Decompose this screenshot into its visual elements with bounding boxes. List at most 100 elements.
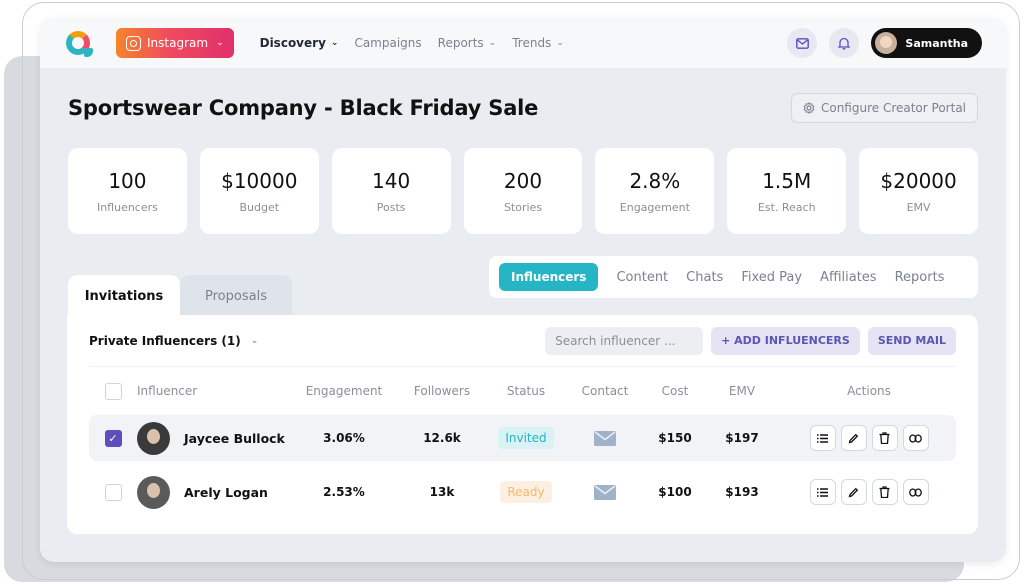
subnav-fixed-pay[interactable]: Fixed Pay	[741, 269, 803, 285]
influencer-name[interactable]: Arely Logan	[184, 484, 268, 500]
delete-button[interactable]	[871, 425, 898, 451]
influencer-table: Influencer Engagement Followers Status C…	[89, 367, 956, 515]
nav-link-label: Reports	[437, 36, 484, 50]
header-emv: EMV	[728, 384, 756, 398]
page-title: Sportswear Company - Black Friday Sale	[68, 96, 539, 120]
private-influencers-dropdown[interactable]: Private Influencers (1) ⌄	[89, 334, 258, 348]
influencers-panel: Private Influencers (1) ⌄ + ADD INFLUENC…	[67, 315, 978, 534]
subnav-reports[interactable]: Reports	[894, 269, 945, 285]
delete-button[interactable]	[871, 479, 898, 505]
logo-icon[interactable]	[64, 28, 94, 58]
user-name: Samantha	[905, 36, 968, 50]
platform-selector[interactable]: Instagram ⌄	[116, 28, 234, 58]
tabs-row: Invitations Proposals Influencers Conten…	[40, 234, 1006, 317]
chevron-down-icon: ⌄	[556, 38, 564, 48]
row-checkbox[interactable]	[104, 483, 122, 501]
mail-button[interactable]	[787, 28, 818, 58]
select-all-checkbox[interactable]	[104, 382, 122, 400]
chevron-down-icon: ⌄	[216, 38, 224, 48]
envelope-icon[interactable]	[594, 484, 616, 500]
stat-value: $10000	[221, 168, 298, 193]
actions-cell	[782, 479, 956, 505]
influencer-name[interactable]: Jaycee Bullock	[184, 430, 285, 446]
pencil-icon	[848, 487, 859, 497]
list-button[interactable]	[809, 425, 836, 451]
platform-label: Instagram	[147, 36, 209, 50]
instagram-icon	[126, 35, 141, 51]
influencer-cell: Jaycee Bullock	[137, 421, 294, 455]
stat-value: $20000	[880, 168, 957, 193]
pencil-icon	[848, 433, 859, 443]
engagement-cell: 3.06%	[323, 431, 365, 445]
avatar	[137, 475, 170, 509]
emv-cell: $193	[725, 485, 759, 499]
table-row[interactable]: ✓ Jaycee Bullock 3.06% 12.6k Invited $15…	[89, 415, 956, 461]
stat-card-stories: 200 Stories	[463, 148, 583, 234]
status-cell: Ready	[490, 481, 562, 503]
search-input[interactable]	[545, 326, 704, 355]
engagement-cell: 2.53%	[323, 485, 365, 499]
link-button[interactable]	[902, 479, 929, 505]
subnav-content[interactable]: Content	[616, 269, 669, 285]
cost-cell: $100	[658, 485, 692, 499]
subnav-influencers[interactable]: Influencers	[499, 263, 599, 291]
user-menu[interactable]: Samantha	[871, 28, 982, 58]
list-button[interactable]	[809, 479, 836, 505]
row-select: ✓	[89, 429, 137, 447]
edit-button[interactable]	[840, 479, 867, 505]
nav-link-label: Campaigns	[354, 36, 422, 50]
nav-link-discovery[interactable]: Discovery ⌄	[260, 36, 339, 50]
trash-icon	[879, 486, 890, 498]
influencer-cell: Arely Logan	[137, 475, 294, 509]
header-select-all	[89, 382, 137, 400]
contact-cell	[562, 430, 648, 446]
emv-cell: $197	[725, 431, 759, 445]
bell-icon	[838, 37, 851, 50]
stats-row: 100 Influencers $10000 Budget 140 Posts 200…	[40, 148, 1006, 234]
chevron-down-icon: ⌄	[250, 335, 259, 346]
top-nav: Instagram ⌄ Discovery ⌄ Campaigns Report…	[40, 18, 1006, 68]
edit-button[interactable]	[840, 425, 867, 451]
row-checkbox[interactable]: ✓	[104, 429, 122, 447]
nav-link-label: Discovery	[259, 36, 326, 50]
gear-icon	[803, 102, 815, 114]
stat-value: 2.8%	[629, 168, 681, 193]
chevron-down-icon: ⌄	[330, 38, 339, 48]
chevron-down-icon: ⌄	[488, 38, 497, 48]
decorative-outline-frame	[22, 2, 1020, 580]
trash-icon	[879, 432, 890, 444]
tab-proposals[interactable]: Proposals	[180, 275, 292, 317]
page-header: Sportswear Company - Black Friday Sale C…	[40, 68, 1006, 148]
stat-value: 1.5M	[762, 168, 812, 193]
stat-card-posts: 140 Posts	[331, 148, 451, 234]
configure-creator-portal-button[interactable]: Configure Creator Portal	[790, 93, 978, 123]
send-mail-button[interactable]: SEND MAIL	[867, 326, 956, 355]
contact-cell	[562, 484, 648, 500]
actions-cell	[782, 425, 956, 451]
nav-right: Samantha	[787, 28, 982, 58]
nav-link-trends[interactable]: Trends ⌄	[512, 36, 564, 50]
avatar	[875, 32, 898, 54]
stat-card-engagement: 2.8% Engagement	[595, 148, 715, 234]
nav-link-reports[interactable]: Reports ⌄	[438, 36, 497, 50]
cost-cell: $150	[658, 431, 692, 445]
tab-invitations[interactable]: Invitations	[68, 275, 180, 317]
stat-label: Influencers	[96, 200, 158, 214]
followers-cell: 12.6k	[423, 431, 461, 445]
link-icon	[909, 433, 922, 443]
config-button-label: Configure Creator Portal	[820, 101, 966, 115]
nav-link-campaigns[interactable]: Campaigns	[354, 36, 421, 50]
subnav-affiliates[interactable]: Affiliates	[820, 269, 877, 285]
table-row[interactable]: Arely Logan 2.53% 13k Ready $100 $193	[89, 469, 956, 515]
link-icon	[909, 487, 922, 497]
notifications-button[interactable]	[829, 28, 860, 58]
subnav-chats[interactable]: Chats	[686, 269, 724, 285]
panel-toolbar: Private Influencers (1) ⌄ + ADD INFLUENC…	[89, 315, 956, 367]
avatar	[137, 421, 170, 455]
table-header: Influencer Engagement Followers Status C…	[89, 367, 956, 415]
stat-label: Stories	[503, 200, 543, 214]
add-influencers-button[interactable]: + ADD INFLUENCERS	[711, 326, 860, 355]
envelope-icon[interactable]	[594, 430, 616, 446]
list-icon	[817, 487, 828, 497]
link-button[interactable]	[902, 425, 929, 451]
